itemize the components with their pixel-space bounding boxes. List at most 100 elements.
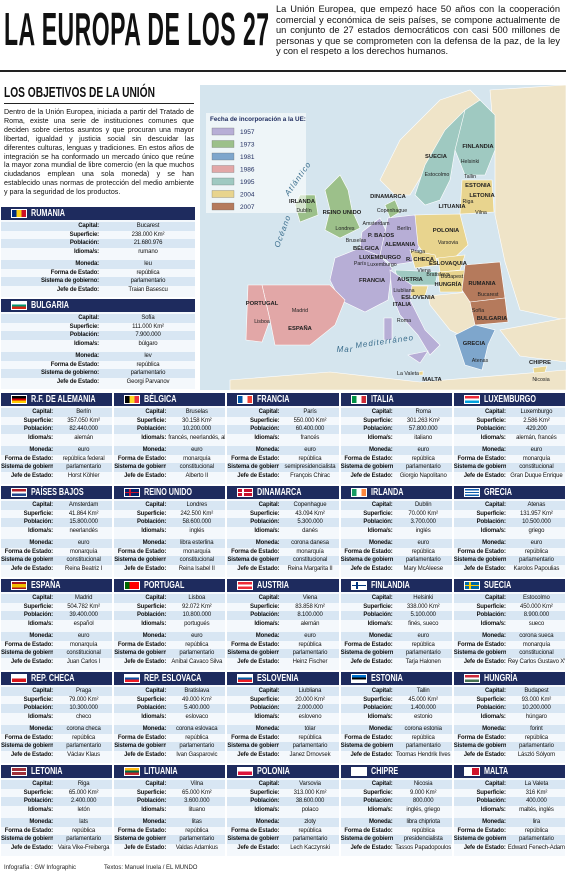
- field-value: 45.000 Km²: [408, 696, 438, 703]
- field-label: Sistema de gobierno:: [114, 836, 166, 842]
- card-row: Idioma/s: búlgaro: [1, 340, 195, 349]
- card-row: Superficie: 238.000 Km²: [1, 231, 195, 240]
- card-row: Sistema de gobierno: constitucional: [227, 556, 339, 565]
- field-label: Sistema de gobierno:: [453, 464, 506, 470]
- region: [437, 254, 466, 273]
- field-value: 800.000: [412, 798, 434, 804]
- country-name: MALTA: [483, 766, 508, 777]
- field-value: parlamentario: [405, 650, 441, 656]
- card-row: Sistema de gobierno: constitucional: [114, 463, 226, 472]
- card-row: Superficie: 313.000 Km²: [227, 789, 338, 798]
- card-row: Idioma/s: griego: [454, 527, 565, 536]
- card-row: Población: 400.000: [453, 797, 565, 806]
- map-label: SUECIA: [425, 154, 448, 160]
- field-label: Forma de Estado:: [344, 734, 393, 741]
- field-label: Superficie:: [476, 603, 506, 610]
- card-row: Moneda: corona danesa: [227, 539, 339, 548]
- card-row: Capital: Varsovia: [227, 780, 339, 789]
- card-row: Superficie: 242.500 Km²: [114, 510, 225, 519]
- field-label: Idioma/s:: [480, 620, 506, 627]
- field-label: Jefe de Estado:: [56, 378, 99, 385]
- field-value: 8.100.000: [297, 612, 323, 618]
- flag: [11, 395, 27, 404]
- card-row: Moneda: euro: [453, 446, 565, 455]
- field-label: Forma de Estado:: [231, 548, 280, 555]
- card-row: Superficie: 131.957 Km²: [454, 510, 565, 519]
- field-value: Vilna: [190, 781, 204, 787]
- field-label: Moneda:: [142, 819, 167, 825]
- field-label: Sistema de gobierno:: [453, 650, 506, 656]
- land: [229, 369, 566, 390]
- card-row: Forma de Estado: república: [1, 269, 195, 278]
- country-card: POLONIA Capital: Varsovia Superficie: 313.00…: [226, 764, 340, 857]
- card-row: Sistema de gobierno: parlamentario: [453, 742, 565, 751]
- field-label: Forma de Estado:: [117, 734, 167, 741]
- region: [389, 269, 441, 356]
- field-value: Heinz Fischer: [292, 658, 328, 665]
- field-label: Idioma/s:: [367, 527, 393, 534]
- field-label: Jefe de Estado:: [463, 751, 506, 758]
- card-row: Moneda: euro: [1, 539, 113, 548]
- field-value: Janez Drnovsek: [289, 751, 331, 758]
- field-value: 93.000 Km²: [521, 696, 552, 703]
- field-value: lituano: [188, 806, 206, 813]
- field-value: constitucional: [179, 557, 214, 563]
- field-label: Idioma/s:: [367, 713, 393, 720]
- field-label: Población:: [363, 612, 393, 618]
- card-row: Jefe de Estado: Alberto II: [114, 472, 225, 481]
- field-label: Forma de Estado:: [457, 548, 506, 555]
- field-label: Jefe de Estado:: [10, 658, 53, 665]
- region: [418, 370, 424, 376]
- field-value: 57.800.000: [408, 426, 438, 432]
- map-label: Bratislava: [426, 272, 449, 278]
- card-row: Superficie: 20.000 Km²: [227, 696, 338, 705]
- field-label: Sistema de gobierno:: [453, 557, 506, 563]
- credit: Textos: Manuel Iruela / EL MUNDO: [104, 865, 198, 871]
- country-card: BÉLGICA Capital: Bruselas Superficie: 30.158…: [113, 392, 227, 485]
- card-row: Jefe de Estado: Vaira Vike-Freiberga: [1, 844, 112, 853]
- country-card: HUNGRÍA Capital: Budapest Superficie: 93.000…: [452, 671, 566, 764]
- card-row: Capital: Dublín: [340, 501, 452, 510]
- card-row: Idioma/s: italiano: [341, 434, 452, 443]
- map-label: Berlín: [397, 226, 411, 232]
- field-value: 2.586 Km²: [523, 417, 550, 424]
- field-value: 1.400.000: [410, 705, 436, 711]
- card-header: R.F. DE ALEMANIA: [1, 393, 113, 406]
- region: [532, 365, 548, 374]
- card-header: ITALIA: [340, 393, 452, 406]
- country-name: PAÍSES BAJOS: [31, 487, 84, 498]
- card-header: DINAMARCA: [227, 486, 339, 499]
- field-value: Madrid: [74, 595, 93, 601]
- field-value: república: [185, 641, 209, 648]
- field-value: leu: [144, 261, 152, 267]
- field-label: Población:: [137, 426, 167, 432]
- field-label: Población:: [250, 519, 280, 525]
- field-label: Jefe de Estado:: [237, 658, 280, 665]
- card-row: Capital: Budapest: [453, 687, 565, 696]
- field-value: monarquía: [183, 548, 211, 555]
- field-label: Moneda:: [29, 633, 53, 639]
- card-row: Sistema de gobierno: parlamentario: [453, 835, 565, 844]
- field-label: Capital:: [371, 409, 393, 415]
- card-row: Idioma/s: español: [1, 620, 112, 629]
- field-value: parlamentario: [130, 370, 166, 376]
- field-value: 60.400.000: [295, 426, 325, 432]
- field-label: Capital:: [484, 409, 506, 415]
- card-row: Superficie: 70.000 Km²: [341, 510, 452, 519]
- card-row: Idioma/s: rumano: [1, 248, 195, 257]
- field-label: Sistema de gobierno:: [227, 464, 279, 470]
- field-label: Moneda:: [75, 353, 99, 359]
- card-row: Jefe de Estado: Edward Fenech-Adami: [454, 844, 565, 853]
- field-label: Superficie:: [23, 696, 53, 703]
- card-row: Superficie: 49.000 Km²: [114, 696, 225, 705]
- field-value: 400.000: [526, 798, 547, 804]
- field-value: litas: [191, 819, 202, 825]
- field-label: Forma de Estado:: [4, 827, 53, 834]
- flag: [350, 581, 367, 590]
- field-value: república: [185, 734, 209, 741]
- card-row: Sistema de gobierno: parlamentario: [340, 649, 452, 658]
- field-label: Capital:: [484, 502, 506, 508]
- country-name: HUNGRÍA: [483, 673, 518, 684]
- field-label: Capital:: [145, 595, 167, 601]
- card-row: Forma de Estado: república: [341, 455, 452, 464]
